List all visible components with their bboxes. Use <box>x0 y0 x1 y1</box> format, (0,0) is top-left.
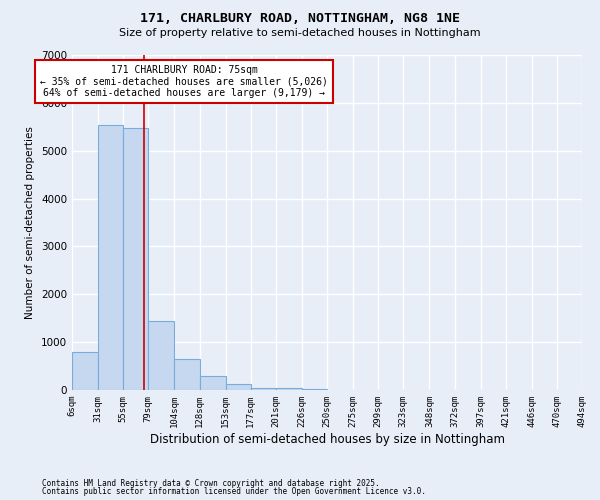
Bar <box>123 128 148 390</box>
Bar <box>226 384 251 390</box>
Text: Contains public sector information licensed under the Open Government Licence v3: Contains public sector information licen… <box>42 487 426 496</box>
Bar <box>251 388 276 390</box>
Y-axis label: Number of semi-detached properties: Number of semi-detached properties <box>25 126 35 319</box>
Text: 171 CHARLBURY ROAD: 75sqm
← 35% of semi-detached houses are smaller (5,026)
64% : 171 CHARLBURY ROAD: 75sqm ← 35% of semi-… <box>40 65 328 98</box>
Text: 171, CHARLBURY ROAD, NOTTINGHAM, NG8 1NE: 171, CHARLBURY ROAD, NOTTINGHAM, NG8 1NE <box>140 12 460 26</box>
Text: Size of property relative to semi-detached houses in Nottingham: Size of property relative to semi-detach… <box>119 28 481 38</box>
Bar <box>175 359 199 390</box>
Bar <box>98 126 123 390</box>
Bar <box>148 320 175 390</box>
Bar <box>276 388 302 390</box>
Bar <box>199 376 226 390</box>
Text: Contains HM Land Registry data © Crown copyright and database right 2025.: Contains HM Land Registry data © Crown c… <box>42 478 380 488</box>
X-axis label: Distribution of semi-detached houses by size in Nottingham: Distribution of semi-detached houses by … <box>149 432 505 446</box>
Bar <box>72 352 98 390</box>
